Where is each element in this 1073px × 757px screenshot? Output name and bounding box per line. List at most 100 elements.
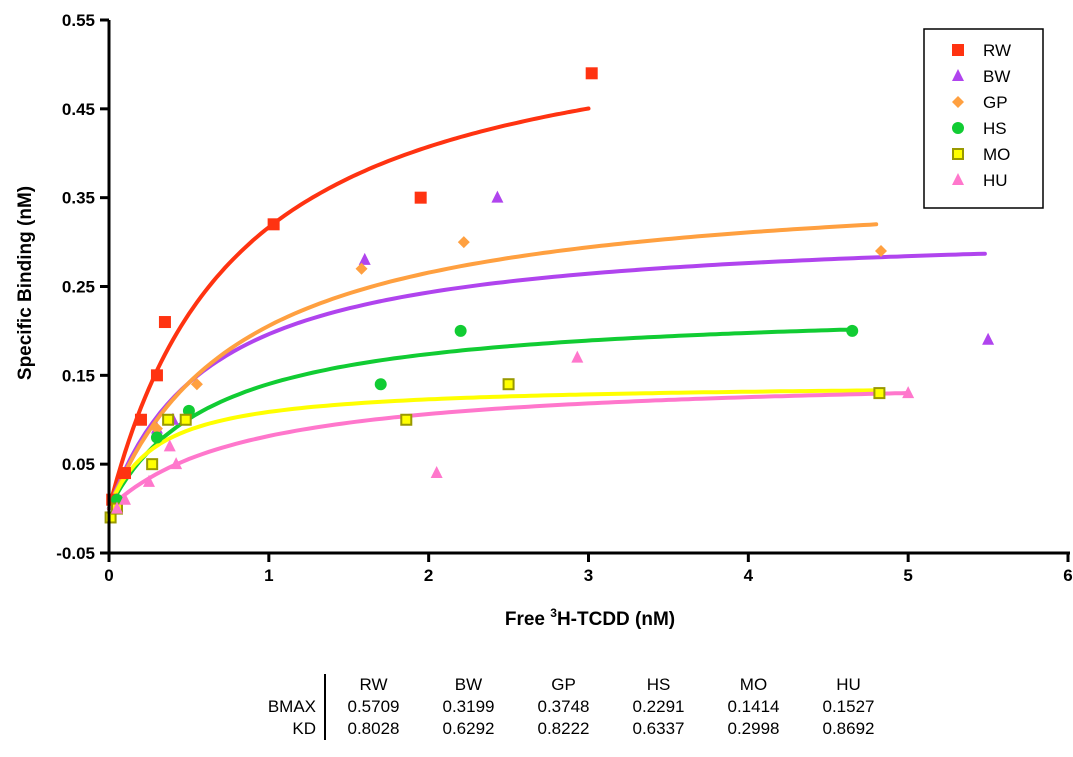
- data-point-hs: [846, 324, 859, 337]
- data-point-rw: [118, 467, 131, 480]
- data-point-rw: [150, 369, 163, 382]
- data-point-hs: [150, 431, 163, 444]
- data-point-gp: [457, 236, 470, 249]
- y-tick-label: -0.05: [56, 544, 95, 563]
- data-point-hu: [902, 386, 915, 399]
- table-cell: 0.2998: [727, 719, 780, 738]
- x-axis-title-superscript: 3: [550, 606, 557, 620]
- table-cell: 0.6292: [442, 719, 495, 738]
- table-header-row: RW BW GP HS MO HU: [200, 674, 896, 696]
- data-point-hu: [163, 439, 176, 452]
- table-row: KD 0.8028 0.6292 0.8222 0.6337 0.2998 0.…: [200, 718, 896, 740]
- table-header: MO: [739, 675, 768, 694]
- data-point-gp: [150, 422, 163, 435]
- legend-box: [923, 28, 1044, 209]
- x-tick-label: 0: [104, 566, 113, 585]
- x-tick-label: 6: [1063, 566, 1072, 585]
- legend-label: HU: [983, 171, 1008, 190]
- data-point-mo: [146, 458, 159, 471]
- legend-marker-rw: [952, 44, 964, 56]
- table-header: GP: [551, 675, 576, 694]
- table-corner: [200, 674, 326, 696]
- fit-curve-hu: [107, 391, 911, 511]
- table-cell: 0.1414: [727, 697, 780, 716]
- data-point-bw: [982, 332, 995, 345]
- table-header: RW: [359, 675, 388, 694]
- x-tick-label: 4: [744, 566, 754, 585]
- data-point-mo: [104, 511, 117, 524]
- data-point-mo: [873, 387, 886, 400]
- table-header: HU: [836, 675, 861, 694]
- data-point-mo: [162, 413, 175, 426]
- ticks: 0 1 2 3 4 5 6 -0.05 0.05 0.15 0.25 0.35 0.45 0.55: [56, 11, 1072, 585]
- data-point-hu: [118, 492, 131, 505]
- table-cell: 0.2291: [632, 697, 685, 716]
- table-cell: 0.8222: [537, 719, 590, 738]
- data-point-bw: [358, 252, 371, 265]
- table-cell: 0.8028: [347, 719, 400, 738]
- legend-label: RW: [983, 41, 1011, 60]
- data-point-bw: [491, 190, 504, 203]
- legend-label: GP: [983, 93, 1008, 112]
- data-point-hu: [142, 474, 155, 487]
- table-cell: 0.3199: [442, 697, 495, 716]
- table-cell: 0.8692: [822, 719, 875, 738]
- fit-curve-mo: [107, 388, 879, 511]
- table-cell: 0.1527: [822, 697, 875, 716]
- legend-marker-hs: [952, 122, 964, 134]
- data-point-hs: [374, 378, 387, 391]
- y-tick-label: 0.35: [62, 189, 95, 208]
- legend-marker-gp: [952, 96, 964, 108]
- fit-curve-gp: [107, 222, 879, 511]
- fit-curve-bw: [107, 251, 987, 511]
- parameter-table: RW BW GP HS MO HU BMAX 0.5709 0.3199 0.3…: [200, 674, 896, 740]
- data-point-rw: [585, 67, 598, 80]
- data-point-rw: [158, 316, 171, 329]
- data-point-hu: [430, 466, 443, 479]
- table-row-label: BMAX: [200, 696, 326, 718]
- x-tick-label: 1: [264, 566, 273, 585]
- table-cell: 0.5709: [347, 697, 400, 716]
- x-tick-label: 5: [903, 566, 912, 585]
- table-row-label: KD: [200, 718, 326, 740]
- x-axis-title-suffix: H-TCDD (nM): [557, 609, 675, 630]
- legend-marker-mo: [952, 148, 964, 160]
- legend-label: HS: [983, 119, 1007, 138]
- data-point-hs: [454, 324, 467, 337]
- x-axis-title-prefix: Free: [505, 609, 550, 630]
- fit-curve-rw: [107, 106, 591, 511]
- table-header: BW: [454, 675, 483, 694]
- data-point-gp: [355, 262, 368, 275]
- data-point-gp: [190, 378, 203, 391]
- y-tick-label: 0.45: [62, 100, 95, 119]
- data-point-rw: [414, 191, 427, 204]
- fit-curves: [107, 106, 987, 511]
- data-point-mo: [179, 413, 192, 426]
- data-point-gp: [874, 244, 887, 257]
- x-tick-label: 2: [424, 566, 433, 585]
- fit-curve-hs: [107, 327, 855, 511]
- table-cell: 0.6337: [632, 719, 685, 738]
- y-tick-label: 0.25: [62, 278, 95, 297]
- legend-marker-hu: [952, 173, 964, 185]
- table-row: BMAX 0.5709 0.3199 0.3748 0.2291 0.1414 …: [200, 696, 896, 718]
- legend: RW BW GP HS MO HU: [923, 28, 1044, 209]
- table-cell: 0.3748: [537, 697, 590, 716]
- legend-label: BW: [983, 67, 1010, 86]
- x-tick-label: 3: [584, 566, 593, 585]
- binding-chart: 0 1 2 3 4 5 6 -0.05 0.05 0.15 0.25 0.35 0.45 0.55 Fre…: [15, 11, 1073, 630]
- data-point-hu: [110, 501, 123, 514]
- y-axis-title: Specific Binding (nM): [15, 186, 36, 380]
- legend-label: MO: [983, 145, 1010, 164]
- data-point-hu: [571, 350, 584, 363]
- data-point-rw: [267, 218, 280, 231]
- data-point-mo: [502, 378, 515, 391]
- y-tick-label: 0.05: [62, 455, 95, 474]
- data-points: [104, 67, 995, 524]
- legend-marker-bw: [952, 69, 964, 81]
- data-point-hu: [170, 457, 183, 470]
- x-axis-title: Free 3H-TCDD (nM): [505, 606, 675, 630]
- y-tick-label: 0.15: [62, 366, 95, 385]
- table-header: HS: [646, 675, 671, 694]
- y-tick-label: 0.55: [62, 11, 95, 30]
